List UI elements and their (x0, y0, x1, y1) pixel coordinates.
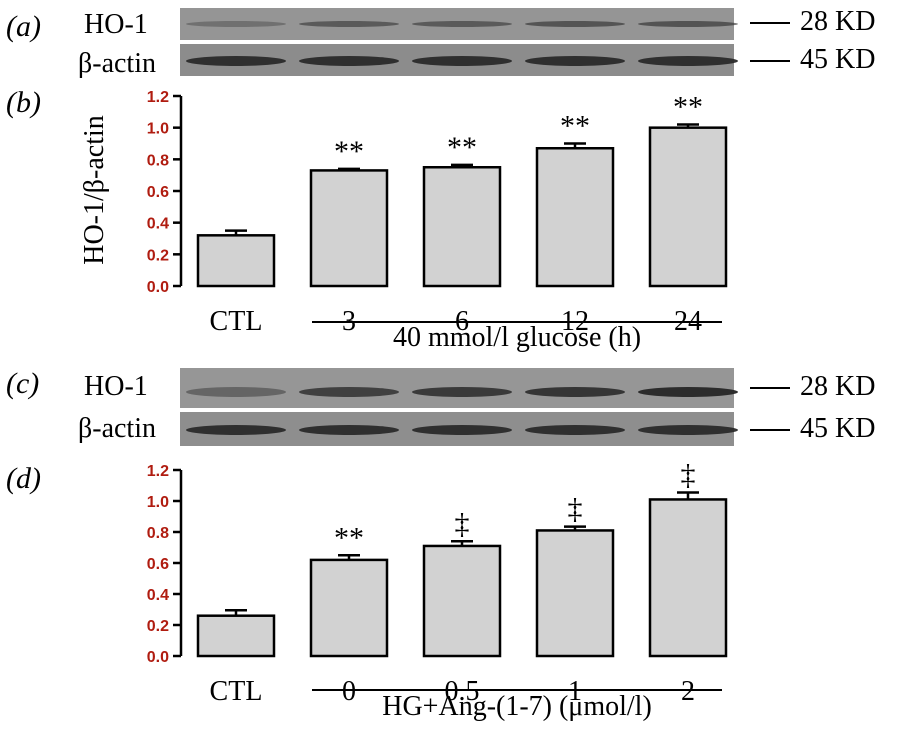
blot-band (525, 56, 625, 66)
chart-b-bar (422, 166, 502, 288)
blot-band (299, 21, 399, 27)
chart-b-ytick-label: 0.2 (147, 247, 169, 264)
blot-a-row1-protein: HO-1 (84, 9, 148, 40)
chart-d-category-label: 1 (568, 676, 582, 707)
chart-b-ytick-label: 0.0 (147, 279, 169, 296)
blot-band (525, 425, 625, 435)
blot-a-row1-marker: 28 KD (800, 6, 875, 37)
panel-label-d: (d) (6, 462, 41, 495)
chart-b-bar (648, 126, 728, 288)
blot-c-row2-bands (186, 425, 738, 435)
blot-band (186, 425, 286, 435)
blot-a-row2-bands (186, 56, 738, 66)
panel-label-a: (a) (6, 10, 41, 43)
chart-d-ytick-label: 0.2 (147, 618, 169, 635)
blot-band (638, 56, 738, 66)
chart-d-category-label: 0.5 (445, 676, 480, 707)
chart-d-ytick-label: 0.4 (147, 587, 169, 604)
blot-band (299, 425, 399, 435)
blot-a-row2-marker: 45 KD (800, 44, 875, 75)
blot-c-row2-marker: 45 KD (800, 413, 875, 444)
chart-b-significance-mark: ** (673, 91, 703, 124)
chart-d-ytick-label: 0.6 (147, 556, 169, 573)
chart-d-bar (535, 529, 615, 658)
chart-b-significance-mark: ** (447, 131, 477, 164)
blot-band (299, 387, 399, 397)
chart-d-ytick-label: 1.2 (147, 463, 169, 480)
panel-label-c: (c) (6, 367, 39, 400)
chart-b-bar (309, 169, 389, 288)
blot-band (525, 387, 625, 397)
chart-b-bar (535, 147, 615, 288)
bar-chart-b: (b) HO-1/β-actin 40 mmol/l glucose (h) 0… (6, 86, 728, 353)
chart-d-significance-mark: ** (334, 521, 364, 554)
chart-d-significance-mark: ‡ (681, 458, 696, 491)
chart-d-bar (196, 614, 276, 658)
blot-band (412, 425, 512, 435)
chart-d-category-label: 0 (342, 676, 356, 707)
bar-chart-d: (d) HG+Ang-(1-7) (μmol/l) 0.0 0.2 0.4 0.6 0.… (6, 458, 728, 722)
chart-d-ytick-label: 1.0 (147, 494, 169, 511)
blot-c-row1-protein: HO-1 (84, 371, 148, 402)
blot-a-row2-protein: β-actin (78, 48, 156, 79)
blot-band (638, 425, 738, 435)
blot-panel-a: (a) HO-1 β-actin 28 KD 45 KD (6, 6, 875, 79)
blot-band (299, 56, 399, 66)
blot-c-row1-bands (186, 387, 738, 397)
blot-panel-c: (c) HO-1 β-actin 28 KD 45 KD (6, 367, 875, 446)
blot-band (186, 387, 286, 397)
chart-d-significance-mark: ‡ (455, 507, 470, 540)
chart-b-ylabel: HO-1/β-actin (79, 115, 110, 265)
blot-band (525, 21, 625, 27)
chart-b-ytick-label: 1.2 (147, 89, 169, 106)
chart-b-ytick-label: 1.0 (147, 121, 169, 138)
chart-b-significance-mark: ** (560, 110, 590, 143)
blot-band (638, 387, 738, 397)
blot-c-row2-protein: β-actin (78, 413, 156, 444)
blot-band (638, 21, 738, 27)
blot-band (412, 56, 512, 66)
blot-a-row1-bands (186, 21, 738, 27)
chart-d-significance-mark: ‡ (568, 493, 583, 526)
chart-d-ytick-label: 0.8 (147, 525, 169, 542)
blot-band (412, 21, 512, 27)
chart-b-ytick-label: 0.6 (147, 184, 169, 201)
chart-b-bar (196, 234, 276, 288)
blot-c-row1-marker: 28 KD (800, 371, 875, 402)
chart-d-category-label: CTL (210, 676, 263, 707)
blot-band (186, 56, 286, 66)
blot-band (412, 387, 512, 397)
chart-b-ytick-label: 0.8 (147, 152, 169, 169)
chart-d-bar (422, 544, 502, 658)
panel-label-b: (b) (6, 86, 41, 119)
chart-b-category-label: CTL (210, 306, 263, 337)
chart-b-significance-mark: ** (334, 135, 364, 168)
chart-d-bar (309, 558, 389, 658)
chart-d-ytick-label: 0.0 (147, 649, 169, 666)
chart-d-bar (648, 498, 728, 658)
chart-b-ytick-label: 0.4 (147, 216, 169, 233)
chart-d-category-label: 2 (681, 676, 695, 707)
chart-d-group-label: HG+Ang-(1-7) (μmol/l) (382, 691, 652, 722)
blot-band (186, 21, 286, 27)
chart-b-group-label: 40 mmol/l glucose (h) (393, 322, 641, 353)
